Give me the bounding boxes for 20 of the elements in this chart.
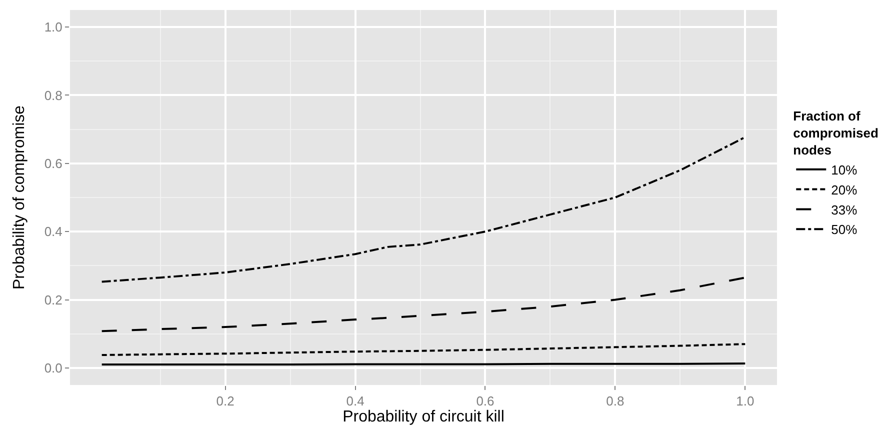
y-tick-label: 0.8: [44, 88, 62, 103]
y-tick-label: 0.0: [44, 360, 62, 376]
y-tick-label: 0.6: [44, 156, 62, 171]
legend-title: Fraction of compromised nodes: [793, 108, 878, 158]
y-axis-title: Probability of compromise: [11, 105, 28, 290]
line-series: [100, 136, 746, 283]
legend-label: 33%: [831, 202, 858, 218]
x-tick-label: 1.0: [736, 394, 754, 409]
x-axis-title: Probability of circuit kill: [342, 408, 504, 426]
x-tick-label: 0.2: [216, 394, 234, 409]
legend-label: 50%: [831, 222, 858, 238]
x-tick-label: 0.6: [476, 394, 494, 409]
line-series: [100, 343, 746, 356]
legend-label: 20%: [831, 182, 858, 198]
x-tick-label: 0.8: [606, 394, 624, 409]
legend-label: 10%: [831, 162, 858, 178]
y-tick-label: 0.2: [44, 292, 62, 308]
y-tick-label: 0.4: [44, 224, 62, 240]
x-tick-label: 0.4: [346, 394, 364, 409]
y-tick-label: 1.0: [44, 20, 62, 35]
